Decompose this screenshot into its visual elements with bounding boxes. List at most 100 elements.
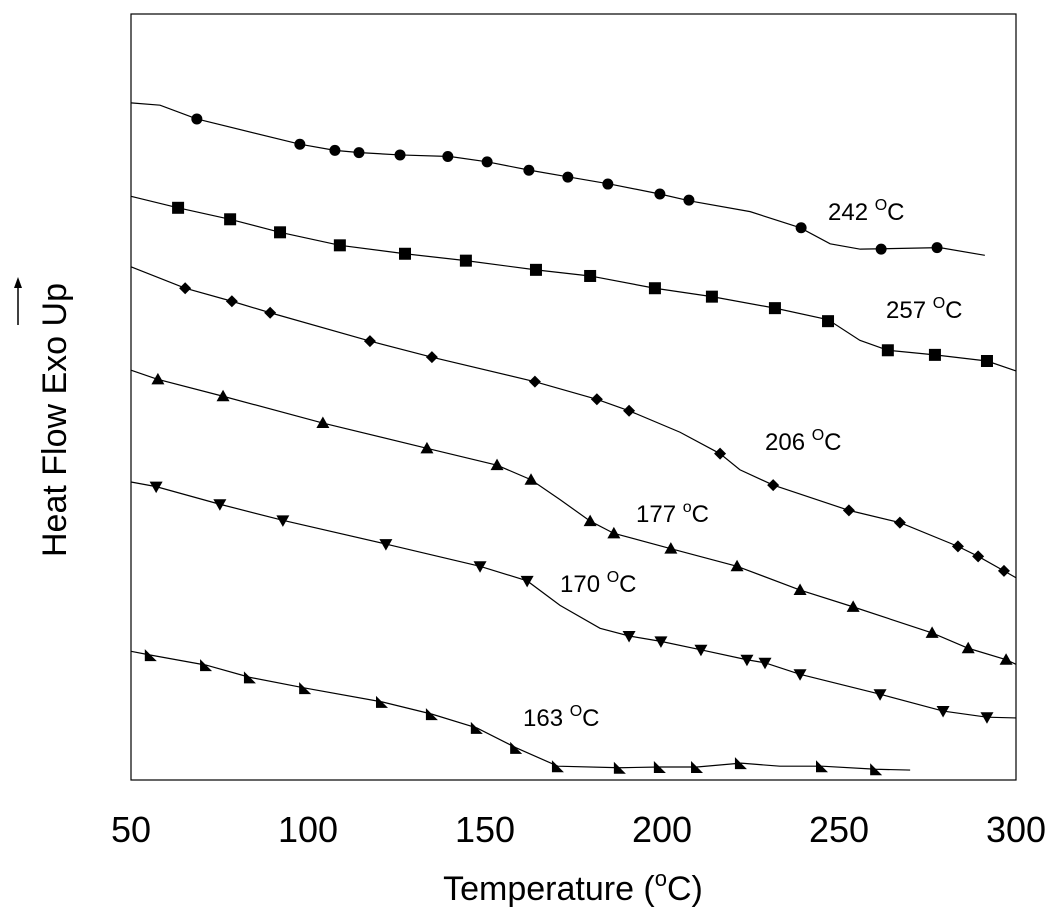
marker xyxy=(528,375,541,388)
annotation-degree: O xyxy=(933,295,945,312)
marker xyxy=(795,222,807,234)
marker xyxy=(767,479,780,492)
marker xyxy=(683,194,695,206)
marker xyxy=(172,201,185,214)
marker xyxy=(562,171,574,183)
marker xyxy=(524,473,538,485)
annotation-degree: o xyxy=(683,499,692,516)
curve xyxy=(130,102,985,256)
marker xyxy=(398,247,411,260)
marker xyxy=(333,239,346,252)
marker xyxy=(151,372,165,385)
marker xyxy=(607,526,621,539)
marker xyxy=(294,138,306,150)
marker xyxy=(264,306,277,319)
annotation-degree: O xyxy=(570,703,582,720)
y-axis-label: Heat Flow Exo Up xyxy=(36,283,74,557)
marker xyxy=(481,156,493,168)
marker xyxy=(216,389,230,402)
annotation-value: 177 xyxy=(636,501,683,528)
marker xyxy=(961,641,975,654)
marker xyxy=(179,282,192,295)
marker xyxy=(793,669,807,681)
marker xyxy=(551,760,564,773)
marker xyxy=(816,760,829,773)
marker xyxy=(997,564,1010,577)
annotation: 177 oC xyxy=(636,499,709,528)
marker xyxy=(846,600,860,612)
x-axis-label: Temperature (oC) xyxy=(443,866,703,908)
marker xyxy=(200,659,213,672)
annotation-degree: O xyxy=(812,427,824,444)
marker xyxy=(873,689,887,701)
marker xyxy=(870,763,883,776)
x-tick-label: 200 xyxy=(632,809,692,850)
annotation-unit: C xyxy=(824,429,841,456)
marker xyxy=(459,254,472,267)
annotation-unit: C xyxy=(945,297,962,324)
marker xyxy=(705,290,718,303)
plot-frame xyxy=(130,13,1017,781)
marker xyxy=(529,263,542,276)
marker xyxy=(740,654,754,667)
annotation-unit: C xyxy=(582,705,599,732)
marker xyxy=(730,559,744,572)
marker xyxy=(470,721,483,734)
marker xyxy=(881,344,894,357)
marker xyxy=(951,540,964,553)
marker xyxy=(299,682,312,695)
curve xyxy=(130,369,1017,665)
marker xyxy=(714,447,727,460)
marker xyxy=(822,315,835,328)
marker xyxy=(394,149,406,161)
marker xyxy=(768,302,781,315)
x-tick-label: 300 xyxy=(986,809,1046,850)
marker xyxy=(523,164,535,176)
marker xyxy=(925,626,939,638)
annotation-value: 163 xyxy=(523,705,570,732)
marker xyxy=(936,706,950,718)
marker xyxy=(520,575,534,588)
marker xyxy=(931,242,943,254)
curve xyxy=(130,481,1017,719)
annotation-value: 257 xyxy=(886,297,933,324)
marker xyxy=(363,335,376,348)
annotation-value: 242 xyxy=(828,199,875,226)
annotation-degree: O xyxy=(607,569,619,586)
marker xyxy=(648,282,661,295)
marker xyxy=(999,653,1013,665)
marker xyxy=(144,649,157,662)
curve xyxy=(130,650,911,771)
marker xyxy=(213,499,227,511)
annotation: 170 OC xyxy=(560,569,637,598)
marker xyxy=(510,741,523,754)
annotation: 206 OC xyxy=(765,427,842,456)
y-arrow xyxy=(14,277,22,325)
marker xyxy=(691,760,704,773)
marker xyxy=(420,441,434,454)
marker xyxy=(842,504,855,517)
x-tick-label: 50 xyxy=(111,809,151,850)
marker xyxy=(893,516,906,529)
marker xyxy=(584,269,597,282)
annotation-degree: O xyxy=(875,197,887,214)
marker xyxy=(473,561,487,573)
annotation-value: 206 xyxy=(765,429,812,456)
marker xyxy=(793,583,807,596)
marker xyxy=(425,351,438,364)
marker xyxy=(224,213,237,226)
curve xyxy=(130,266,1017,579)
marker xyxy=(928,348,941,361)
marker xyxy=(875,243,887,255)
marker xyxy=(316,416,330,429)
marker xyxy=(329,144,341,156)
marker xyxy=(590,393,603,406)
annotation-unit: C xyxy=(619,571,636,598)
marker xyxy=(980,712,994,724)
x-tick-label: 100 xyxy=(278,809,338,850)
marker xyxy=(243,671,256,684)
marker xyxy=(654,636,668,648)
marker xyxy=(664,542,678,554)
marker xyxy=(602,178,614,190)
